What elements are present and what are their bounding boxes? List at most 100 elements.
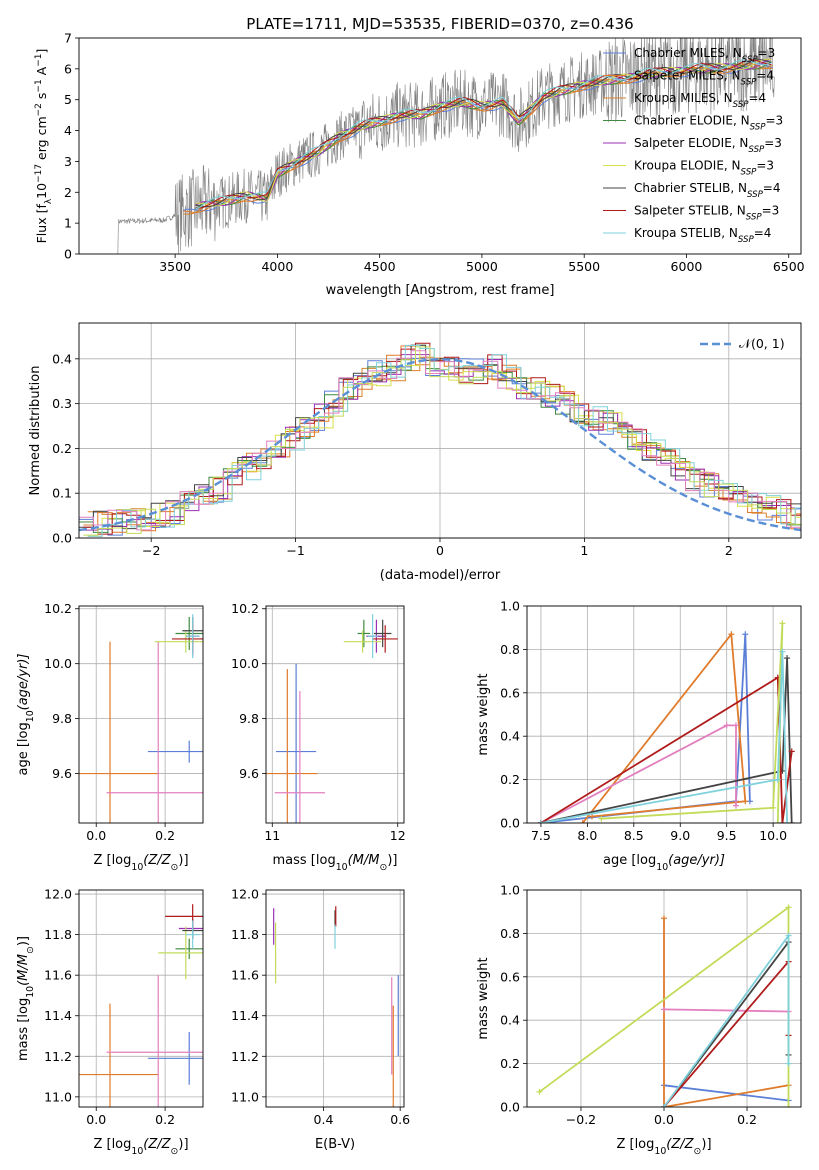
legend-entry: Chabrier STELIB, NSSP=4 <box>634 181 781 200</box>
residuals-ytick-label: 0.0 <box>52 531 72 546</box>
weight_vs_age-xlabel: age [log10(age/yr)] <box>603 853 725 873</box>
spectrum-ytick-label: 5 <box>64 92 72 107</box>
observed-spectrum-line <box>115 38 775 254</box>
mass_vs_ebv-ytick-label: 11.8 <box>231 927 259 942</box>
spectrum-ytick-label: 2 <box>64 185 72 200</box>
weight-series-line <box>663 959 790 1107</box>
residuals-xlabel: (data-model)/error <box>380 568 501 583</box>
mass_vs_ebv-ytick-label: 11.4 <box>231 1008 259 1023</box>
mass_vs_ebv-xtick-label: 0.4 <box>314 1112 334 1127</box>
residuals-ytick-label: 0.1 <box>52 486 72 501</box>
age_vs_Z-ytick-label: 9.6 <box>52 766 72 781</box>
weight-series-line <box>540 676 793 823</box>
weight_vs_Z-ylabel: mass weight <box>476 957 491 1039</box>
mass_vs_ebv-ytick-label: 11.2 <box>231 1049 259 1064</box>
spectrum-xtick-label: 6000 <box>671 259 703 274</box>
spectrum-legend: Chabrier MILES, NSSP=3 Salpeter MILES, NS… <box>603 46 783 245</box>
age_vs_Z-ytick-label: 9.8 <box>52 711 72 726</box>
age_vs_Z-axes: 0.0 0.2 9.6 9.8 10.0 10.2 <box>44 601 203 843</box>
mass_vs_ebv-frame <box>265 889 405 1108</box>
residuals-ytick-label: 0.3 <box>52 396 72 411</box>
weight_vs_age-axes: 7.5 8.0 8.5 9.0 9.5 10.0 0.0 0.2 0.4 0.6 0.8 1.0 <box>500 599 801 843</box>
age_vs_Z-ytick-label: 10.0 <box>44 656 72 671</box>
weight_vs_Z-ytick-label: 0.2 <box>500 1056 520 1071</box>
weight_vs_Z-xtick-label: −0.2 <box>566 1112 596 1127</box>
weight-series-line <box>601 623 784 823</box>
residuals-xtick-label: −1 <box>286 543 304 558</box>
residual-histogram-pink <box>79 350 801 531</box>
age_vs_mass-ytick-label: 9.8 <box>239 711 259 726</box>
model-spectrum-kroupa_miles <box>183 63 773 215</box>
spectrum-axes: 3500 4000 4500 5000 5500 6000 6500 0 1 2 3 4 5 6 7 <box>64 31 805 275</box>
legend-entry: Chabrier MILES, NSSP=3 <box>634 46 775 65</box>
legend-entry: Kroupa MILES, NSSP=4 <box>634 91 766 110</box>
residual-histogram-salpeter_elodie <box>83 354 801 531</box>
mass_vs_Z-ytick-label: 11.2 <box>44 1049 72 1064</box>
age_vs_mass-plot-area <box>266 614 398 823</box>
mass_vs_ebv-xlabel: E(B-V) <box>315 1137 355 1152</box>
spectrum-ytick-label: 1 <box>64 216 72 231</box>
age_vs_Z-frame <box>78 605 204 824</box>
age_vs_Z-xlabel: Z [log10(Z/Z⊙)] <box>93 853 188 873</box>
mass_vs_ebv-ytick-label: 12.0 <box>231 887 259 902</box>
residuals-xtick-label: 0 <box>436 543 444 558</box>
spectrum-ylabel: Flux [fλ10−17 erg cm−2 s−1 A−1] <box>34 49 54 244</box>
weight-series-line <box>540 658 793 823</box>
mass_vs_ebv-xtick-label: 0.6 <box>390 1112 410 1127</box>
age_vs_Z-ytick-label: 10.2 <box>44 601 72 616</box>
age_vs_mass-frame <box>265 605 405 824</box>
weight_vs_age-xtick-label: 8.0 <box>577 828 597 843</box>
weight_vs_age-xtick-label: 7.5 <box>531 828 551 843</box>
weight_vs_Z-frame <box>526 889 802 1108</box>
mass_vs_Z-ytick-label: 11.4 <box>44 1008 72 1023</box>
model-spectrum-salpeter_miles <box>183 63 773 213</box>
weight_vs_age-ytick-label: 0.2 <box>500 772 520 787</box>
spectrum-xtick-label: 4000 <box>261 259 293 274</box>
mass_vs_Z-ytick-label: 11.8 <box>44 927 72 942</box>
weight_vs_Z-ytick-label: 0.4 <box>500 1013 520 1028</box>
residual-histogram-kroupa_miles <box>87 356 801 525</box>
legend-entry: Salpeter ELODIE, NSSP=3 <box>634 136 782 155</box>
weight_vs_Z-xtick-label: 0.2 <box>737 1112 757 1127</box>
mass_vs_Z-xtick-label: 0.2 <box>155 1112 175 1127</box>
age_vs_mass-ytick-label: 9.6 <box>239 766 259 781</box>
mass_vs_ebv-plot-area <box>273 906 399 1107</box>
model-spectrum-chabrier_stelib <box>195 59 772 208</box>
age_vs_mass-xlabel: mass [log10(M/M⊙)] <box>273 853 398 873</box>
mass_vs_ebv-ytick-label: 11.0 <box>231 1089 259 1104</box>
mass_vs_Z-plot-area <box>79 904 203 1107</box>
residuals-ylabel: Normed distribution <box>28 366 43 496</box>
mass_vs_Z-frame <box>78 889 204 1108</box>
residual-histogram-lime <box>83 346 801 536</box>
mass_vs_ebv-ytick-label: 11.6 <box>231 968 259 983</box>
residuals-xtick-label: 2 <box>725 543 733 558</box>
weight-series-line <box>663 932 790 1107</box>
normal-legend-label: 𝒩(0, 1) <box>739 336 785 351</box>
age_vs_Z-xtick-label: 0.2 <box>155 828 175 843</box>
weight_vs_Z-ytick-label: 1.0 <box>500 883 520 898</box>
weight_vs_Z-xlabel: Z [log10(Z/Z⊙)] <box>616 1137 711 1157</box>
age_vs_Z-plot-area <box>79 614 203 823</box>
weight-series-line <box>663 918 789 1107</box>
weight-series-line <box>663 1008 789 1013</box>
weight_vs_age-ytick-label: 0.8 <box>500 642 520 657</box>
legend-entry: Kroupa STELIB, NSSP=4 <box>634 226 771 245</box>
weight-series-line <box>540 651 788 823</box>
spectrum-xtick-label: 3500 <box>159 259 191 274</box>
figure-title: PLATE=1711, MJD=53535, FIBERID=0370, z=0… <box>246 15 633 33</box>
weight_vs_age-ytick-label: 0.6 <box>500 685 520 700</box>
residuals-plot-area <box>79 342 801 537</box>
residuals-ytick-label: 0.2 <box>52 441 72 456</box>
legend-entry: Salpeter MILES, NSSP=4 <box>634 69 774 88</box>
spectrum-ytick-label: 3 <box>64 154 72 169</box>
weight_vs_age-xtick-label: 9.0 <box>670 828 690 843</box>
residuals-frame <box>78 322 802 539</box>
age_vs_Z-ylabel: age [log10(age/yr)] <box>16 654 36 776</box>
spectrum-xlabel: wavelength [Angstrom, rest frame] <box>326 283 555 298</box>
legend-entry: Chabrier ELODIE, NSSP=3 <box>634 114 783 133</box>
weight_vs_age-frame <box>526 605 802 824</box>
age_vs_mass-ytick-label: 10.0 <box>231 656 259 671</box>
weight_vs_Z-plot-area <box>536 904 792 1107</box>
age_vs_mass-ytick-label: 10.2 <box>231 601 259 616</box>
mass_vs_Z-ylabel: mass [log10(M/M⊙)] <box>16 936 36 1061</box>
